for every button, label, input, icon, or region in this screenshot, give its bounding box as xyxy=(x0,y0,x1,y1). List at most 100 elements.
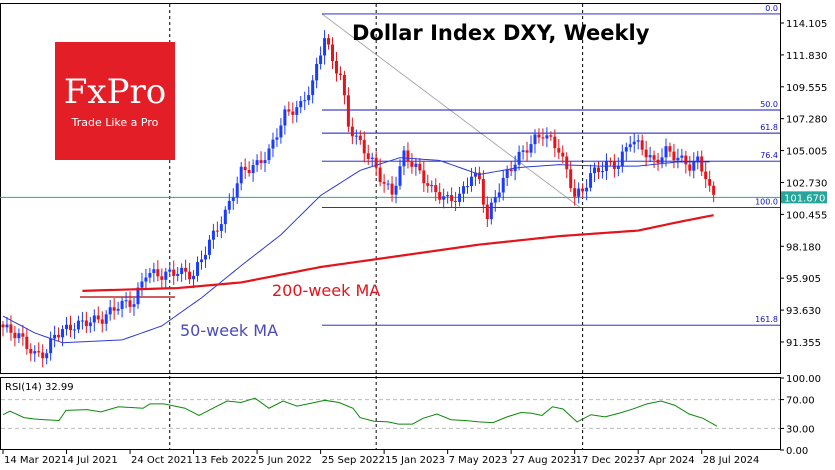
candle-body xyxy=(501,177,505,193)
candle-body xyxy=(489,202,493,220)
candle-body xyxy=(156,269,160,277)
candle-body xyxy=(112,307,116,311)
rsi-line xyxy=(2,397,718,427)
candle-body xyxy=(485,204,489,220)
candle-body xyxy=(120,300,124,309)
fib-trendline xyxy=(321,13,581,208)
candle-body xyxy=(287,109,291,112)
candle-body xyxy=(529,144,533,153)
candle-body xyxy=(525,150,529,153)
candle-body xyxy=(172,269,176,276)
candle-body xyxy=(493,197,497,203)
ma-line-200-week-ma xyxy=(82,214,714,292)
candle-body xyxy=(704,171,708,180)
candle-body xyxy=(45,353,49,359)
candle-body xyxy=(569,169,573,189)
candle-body xyxy=(13,332,17,339)
candle-body xyxy=(589,173,593,188)
candle-body xyxy=(565,156,569,170)
candle-body xyxy=(148,272,152,278)
candle-body xyxy=(319,55,323,64)
candle-body xyxy=(418,163,422,171)
candle-body xyxy=(96,315,100,320)
candle-body xyxy=(636,140,640,142)
candle-body xyxy=(104,314,108,324)
candle-body xyxy=(271,139,275,149)
candle-body xyxy=(53,334,57,339)
y-tick-label: 98.180 xyxy=(786,242,821,253)
candle-body xyxy=(164,271,168,280)
fxpro-logo: FxPro Trade Like a Pro xyxy=(55,42,175,160)
candle-body xyxy=(593,167,597,174)
y-tick-label: 114.105 xyxy=(786,19,827,30)
candle-body xyxy=(473,172,477,177)
ma-line-50-week-ma xyxy=(2,157,710,344)
candle-body xyxy=(616,166,620,169)
candle-body xyxy=(303,100,307,102)
candle-body xyxy=(632,141,636,145)
candle-body xyxy=(537,134,541,138)
candle-body xyxy=(88,322,92,327)
candle-body xyxy=(346,95,350,127)
candle-body xyxy=(450,195,454,201)
ma50-annotation: 50-week MA xyxy=(180,321,278,340)
candle-body xyxy=(291,111,295,115)
candle-body xyxy=(211,230,215,240)
candle-body xyxy=(160,276,164,280)
candle-body xyxy=(140,281,144,288)
candle-body xyxy=(17,333,21,339)
current-price-badge xyxy=(781,191,827,204)
candle-body xyxy=(279,125,283,138)
candle-body xyxy=(1,324,5,328)
candle-body xyxy=(426,183,430,186)
candle-body xyxy=(61,329,65,338)
candle-body xyxy=(712,185,716,195)
candle-body xyxy=(116,308,120,311)
candle-body xyxy=(144,277,148,282)
candle-body xyxy=(557,148,561,153)
candle-body xyxy=(434,185,438,193)
candle-body xyxy=(263,160,267,164)
candle-body xyxy=(350,126,354,137)
candle-body xyxy=(509,169,513,172)
candle-body xyxy=(80,320,84,322)
candle-body xyxy=(640,140,644,150)
candle-body xyxy=(481,179,485,205)
candle-body xyxy=(446,195,450,197)
x-tick-label: 27 Aug 2023 xyxy=(512,455,576,466)
candle-body xyxy=(33,351,37,354)
candle-body xyxy=(338,73,342,76)
candle-body xyxy=(176,273,180,276)
candle-body xyxy=(65,324,69,330)
x-tick-label: 24 Oct 2021 xyxy=(131,455,193,466)
candle-body xyxy=(207,239,211,255)
candle-body xyxy=(219,224,223,231)
candle-body xyxy=(406,150,410,162)
candle-body xyxy=(430,185,434,187)
candle-body xyxy=(180,267,184,274)
fib-level-label: 61.8 xyxy=(760,123,778,132)
x-tick-label: 15 Jan 2023 xyxy=(385,455,445,466)
candle-body xyxy=(553,136,557,149)
candle-body xyxy=(561,152,565,157)
candle-body xyxy=(620,151,624,167)
candle-body xyxy=(334,61,338,74)
candle-body xyxy=(124,300,128,302)
x-tick-label: 5 Jun 2022 xyxy=(258,455,312,466)
x-tick-label: 13 Feb 2022 xyxy=(195,455,257,466)
candle-body xyxy=(9,324,13,333)
candle-body xyxy=(414,163,418,167)
candle-body xyxy=(684,155,688,165)
candle-body xyxy=(541,137,545,139)
candle-body xyxy=(581,188,585,192)
candle-body xyxy=(57,334,61,338)
candle-body xyxy=(132,304,136,307)
candle-body xyxy=(585,187,589,192)
candle-body xyxy=(354,135,358,137)
candle-body xyxy=(608,161,612,163)
candle-body xyxy=(477,172,481,180)
candle-body xyxy=(68,324,72,331)
candle-body xyxy=(382,181,386,184)
